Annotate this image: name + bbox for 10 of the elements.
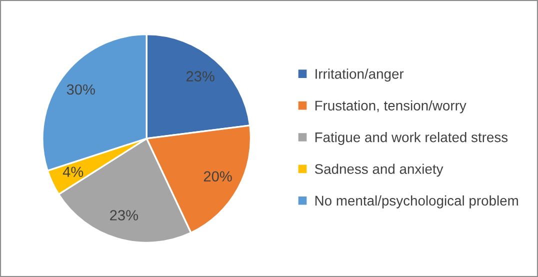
data-label: 20% bbox=[204, 171, 232, 182]
legend-label: No mental/psychological problem bbox=[315, 195, 518, 208]
legend-label: Irritation/anger bbox=[316, 68, 404, 82]
data-label: 4% bbox=[62, 166, 84, 177]
legend-label: Frustation, tension/worry bbox=[315, 100, 466, 114]
data-label: 30% bbox=[66, 84, 95, 95]
legend-label: Fatigue and work related stress bbox=[315, 132, 508, 145]
data-label: 23% bbox=[186, 71, 214, 82]
data-label: 23% bbox=[110, 210, 138, 220]
legend-label: Sadness and anxiety bbox=[314, 164, 444, 177]
